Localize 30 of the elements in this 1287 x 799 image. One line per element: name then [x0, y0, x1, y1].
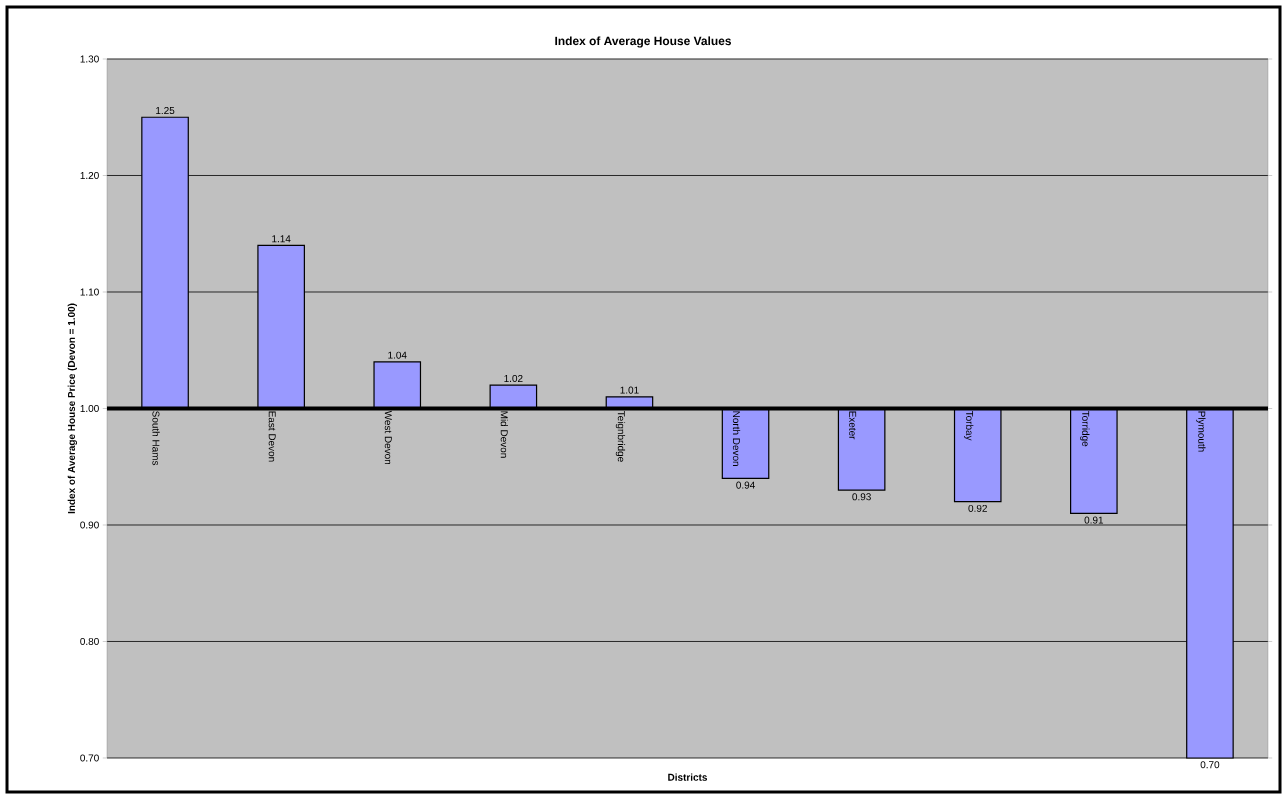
- y-tick-label: 0.90: [80, 521, 99, 529]
- x-tick-label: East Devon: [268, 411, 276, 462]
- y-tick-label: 1.10: [80, 288, 99, 296]
- y-tick-label: 0.80: [80, 637, 99, 646]
- x-tick-label: Torbay: [964, 410, 974, 441]
- x-tick-label: South Hams: [152, 411, 160, 466]
- data-label: 1.04: [388, 351, 407, 359]
- y-tick-label: 0.70: [80, 754, 99, 762]
- data-label: 1.14: [272, 235, 291, 243]
- y-tick-label: 1.20: [80, 171, 99, 180]
- x-tick-label: Plymouth: [1196, 411, 1206, 452]
- data-label: 0.91: [1084, 516, 1104, 524]
- data-label: 0.93: [852, 493, 871, 501]
- x-tick-label: Mid Devon: [500, 411, 509, 458]
- x-tick-label: West Devon: [384, 410, 392, 465]
- chart-title: Index of Average House Values: [555, 36, 731, 48]
- y-tick-label: 1.00: [80, 404, 99, 413]
- x-tick-label: Exeter: [849, 411, 857, 440]
- x-axis-title: Districts: [668, 773, 708, 781]
- data-label: 1.01: [620, 386, 639, 394]
- data-label: 0.92: [968, 504, 987, 512]
- data-label: 0.94: [736, 481, 755, 489]
- x-tick-label: Torridge: [1080, 410, 1090, 447]
- x-tick-label: Teignbridge: [615, 410, 626, 462]
- x-tick-label: North Devon: [732, 411, 741, 466]
- y-tick-label: 1.30: [80, 55, 99, 63]
- data-label: 1.25: [156, 106, 175, 115]
- data-label: 0.70: [1200, 761, 1220, 769]
- data-label: 1.02: [504, 374, 523, 382]
- y-axis-title: Index of Average House Price (Devon = 1.00): [67, 303, 78, 514]
